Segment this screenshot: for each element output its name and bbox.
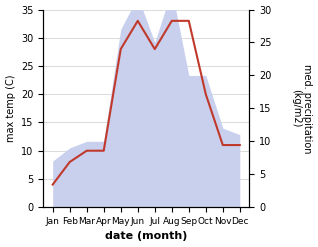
- Y-axis label: max temp (C): max temp (C): [5, 75, 16, 142]
- Y-axis label: med. precipitation
(kg/m2): med. precipitation (kg/m2): [291, 64, 313, 153]
- X-axis label: date (month): date (month): [105, 231, 187, 242]
